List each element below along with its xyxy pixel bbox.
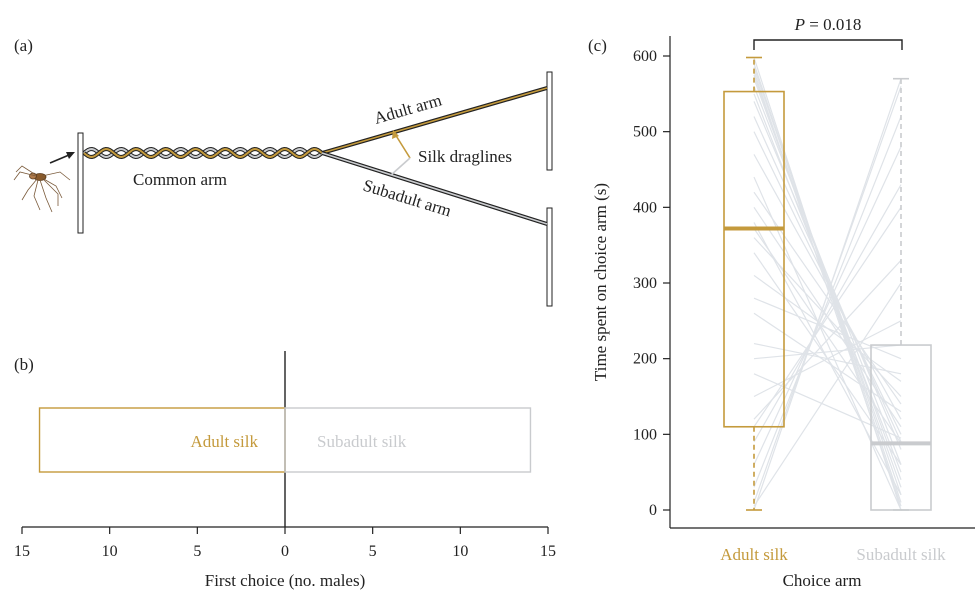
panel-b-xlabel: First choice (no. males) (205, 571, 366, 590)
paired-line (753, 297, 902, 360)
bar-adult-label: Adult silk (190, 432, 258, 451)
significance-bracket (753, 39, 903, 50)
significance-label: P = 0.018 (794, 15, 862, 34)
paired-line (753, 373, 902, 439)
entry-arrowhead (66, 152, 75, 159)
paired-line (753, 101, 902, 450)
x-tick-label: 10 (452, 543, 468, 560)
x-tick-label: 5 (193, 543, 201, 560)
subadult-arm-label: Subadult arm (361, 176, 454, 221)
entry-arrow (49, 154, 70, 164)
x-tick-label: 5 (369, 543, 377, 560)
subadult-arm-core (321, 152, 548, 225)
y-tick-label: 600 (633, 48, 657, 65)
spider-icon (13, 165, 71, 213)
panel-b: (b) Adult silk Subadult silk 15 10 5 0 5 10 15… (14, 351, 556, 590)
subadult-silk-box (870, 344, 932, 511)
paired-line (753, 320, 902, 398)
paired-line (753, 146, 902, 465)
paired-line (753, 282, 902, 507)
x-tick-label: 15 (540, 543, 556, 560)
y-tick-label: 200 (633, 351, 657, 368)
silk-draglines-label: Silk draglines (418, 147, 512, 166)
left-post (77, 132, 84, 234)
right-post-bottom (546, 207, 553, 307)
x-tick-label: 10 (102, 543, 118, 560)
paired-line (753, 78, 902, 511)
paired-line (753, 344, 902, 360)
y-tick-label: 400 (633, 199, 657, 216)
common-arm-label: Common arm (133, 170, 227, 189)
p-symbol: P (794, 15, 805, 34)
adult-silk-box (723, 90, 785, 428)
p-value: = 0.018 (805, 15, 861, 34)
subadult-dragline-pointer (390, 157, 411, 176)
x-tick-subadult-silk: Subadult silk (856, 545, 946, 564)
x-tick-adult-silk: Adult silk (720, 545, 788, 564)
paired-line (753, 74, 902, 488)
paired-line (753, 116, 902, 443)
bar-subadult-label: Subadult silk (317, 432, 407, 451)
bar-subadult-silk (284, 407, 532, 473)
panel-b-label: (b) (14, 355, 34, 374)
panel-c: (c) 0 100 200 300 400 500 600 P = 0.018 Adult … (588, 15, 975, 590)
panel-c-xlabel: Choice arm (783, 571, 862, 590)
y-tick-label: 300 (633, 275, 657, 292)
adult-dragline-arrowhead (392, 130, 399, 139)
paired-line (753, 184, 902, 443)
panel-c-y-ticks: 0 100 200 300 400 500 600 (633, 48, 670, 519)
x-tick-label: 15 (14, 543, 30, 560)
panel-c-label: (c) (588, 36, 607, 55)
paired-line (753, 154, 902, 420)
paired-line (753, 259, 902, 420)
y-tick-label: 100 (633, 426, 657, 443)
panel-a-label: (a) (14, 36, 33, 55)
paired-line (753, 176, 902, 511)
panel-a: (a) (13, 36, 553, 307)
right-post-top (546, 71, 553, 171)
panel-c-ylabel: Time spent on choice arm (s) (591, 183, 610, 381)
y-tick-label: 500 (633, 124, 657, 141)
paired-line (753, 116, 902, 488)
paired-line (753, 131, 902, 435)
adult-arm-core (321, 87, 548, 154)
paired-line (753, 206, 902, 428)
panel-b-ticks: 15 10 5 0 5 10 15 (14, 527, 556, 560)
paired-lines (753, 57, 902, 511)
y-tick-label: 0 (649, 502, 657, 519)
paired-line (753, 312, 902, 413)
common-arm-strands (82, 146, 324, 160)
boxes (723, 56, 932, 511)
adult-dragline-pointer (394, 133, 411, 159)
x-tick-label: 0 (281, 543, 289, 560)
